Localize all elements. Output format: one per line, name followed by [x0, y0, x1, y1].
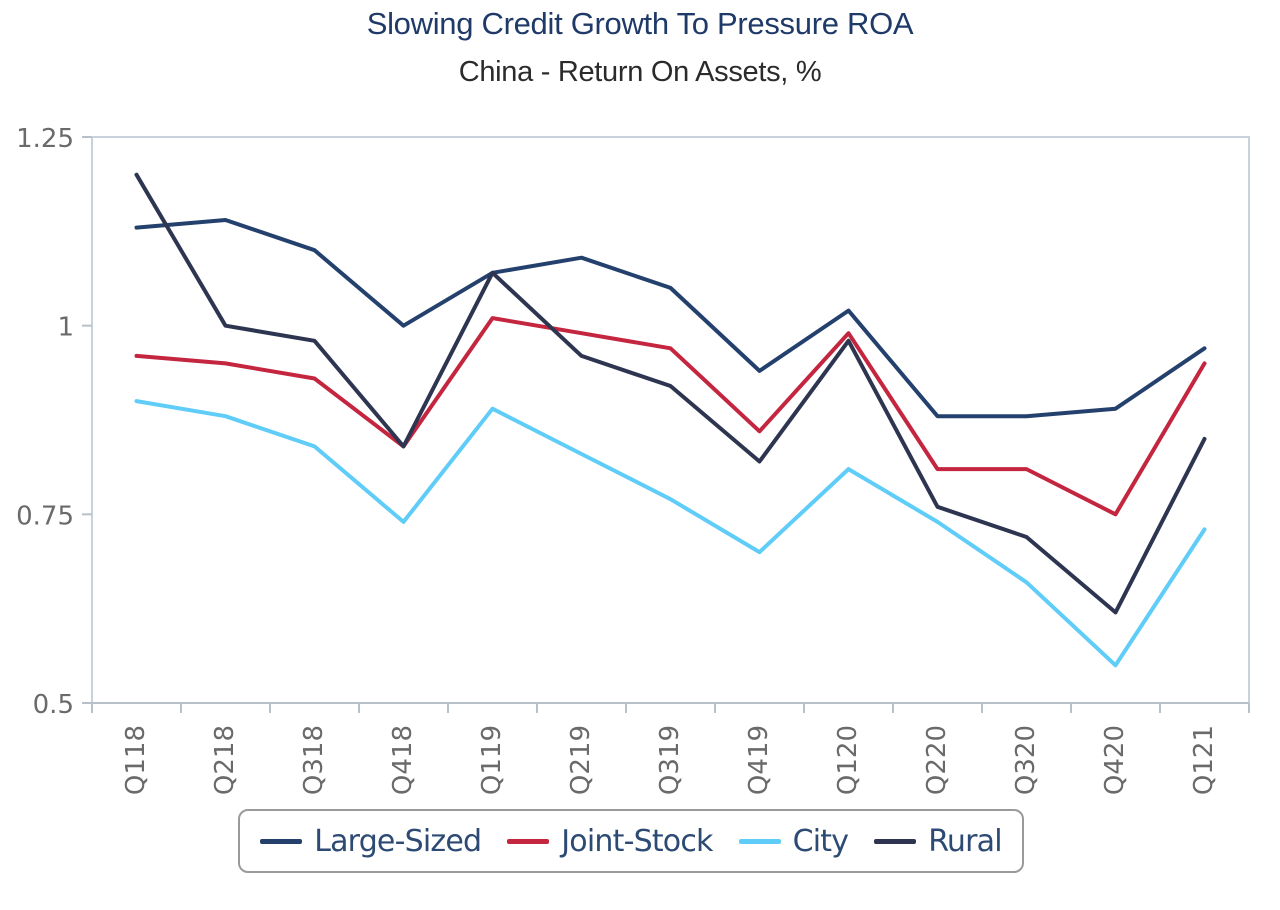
- x-tick-label: Q320: [1011, 725, 1041, 795]
- x-tick-label: Q419: [744, 725, 774, 795]
- plot-area: [91, 136, 1250, 704]
- legend-label-large-sized: Large-Sized: [314, 823, 482, 859]
- x-tick-label: Q418: [388, 725, 418, 795]
- x-tick-label: Q118: [121, 725, 151, 795]
- legend-label-joint-stock: Joint-Stock: [561, 823, 713, 859]
- x-tick-label: Q318: [299, 725, 329, 795]
- x-tick-label: Q120: [833, 725, 863, 795]
- legend-label-city: City: [792, 823, 849, 859]
- series-line-joint-stock: [134, 316, 1207, 517]
- legend-item-joint-stock: Joint-Stock: [507, 823, 713, 859]
- y-tick-label: 1.25: [16, 124, 74, 154]
- legend-item-rural: Rural: [874, 823, 1003, 859]
- legend-item-city: City: [738, 823, 849, 859]
- y-tick-label: 0.75: [16, 501, 74, 531]
- legend-swatch-large-sized: [260, 838, 303, 844]
- x-tick-label: Q121: [1189, 725, 1219, 795]
- x-tick-label: Q319: [655, 725, 685, 795]
- x-tick-label: Q119: [477, 725, 507, 795]
- legend-swatch-rural: [874, 838, 917, 844]
- legend-item-large-sized: Large-Sized: [260, 823, 482, 859]
- series-line-large-sized: [134, 218, 1207, 419]
- x-tick-label: Q219: [566, 725, 596, 795]
- legend-swatch-city: [738, 838, 781, 844]
- legend-label-rural: Rural: [928, 823, 1002, 859]
- chart-legend: Large-Sized Joint-Stock City Rural: [238, 809, 1024, 873]
- chart-subtitle: China - Return On Assets, %: [458, 56, 822, 88]
- y-tick-label: 1: [57, 313, 74, 343]
- x-tick-label: Q420: [1100, 725, 1130, 795]
- legend-swatch-joint-stock: [507, 838, 550, 844]
- series-line-rural: [134, 172, 1207, 615]
- y-tick-label: 0.5: [33, 690, 74, 720]
- series-line-city: [134, 399, 1207, 668]
- chart-title: Slowing Credit Growth To Pressure ROA: [366, 6, 914, 41]
- x-tick-label: Q218: [210, 725, 240, 795]
- x-tick-label: Q220: [922, 725, 952, 795]
